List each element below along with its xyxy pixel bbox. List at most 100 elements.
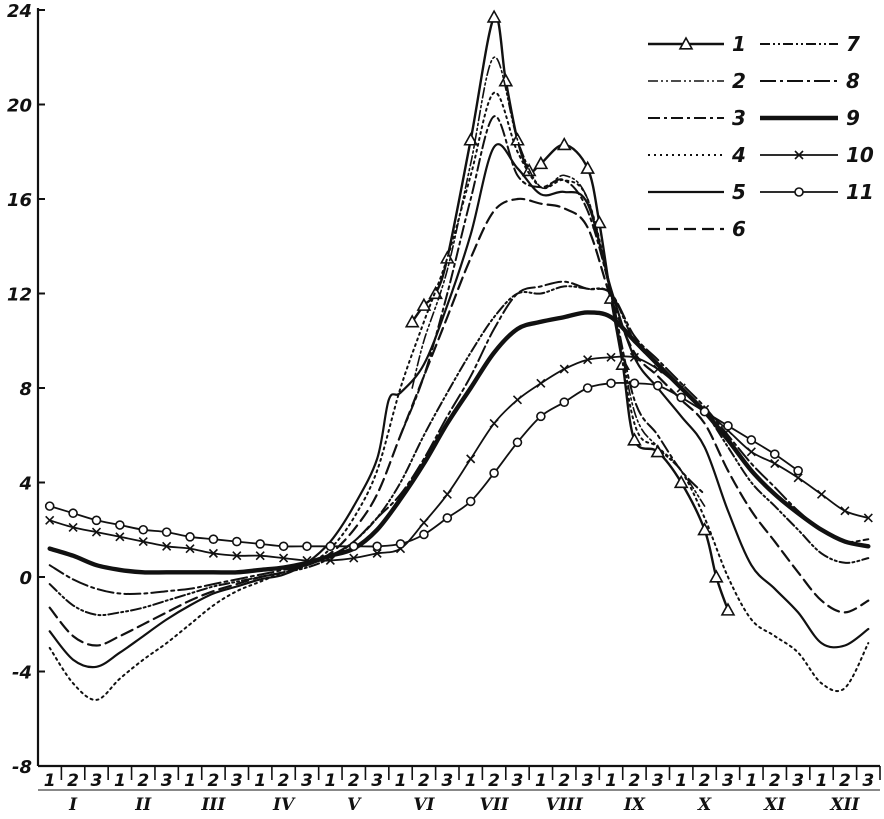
series-layer [44,9,873,701]
x-decade-label: 1 [114,771,126,791]
series-11-point [255,539,265,549]
x-decade-label: 1 [395,771,407,791]
series-10-point [325,555,335,566]
series-1-point [486,9,502,23]
cross-stroke [536,378,546,388]
legend-3-label: 3 [732,106,746,130]
series-1-point [627,432,642,446]
series-10-point [349,553,359,563]
x-decade-label: 3 [161,771,173,791]
series-4-line [48,91,870,701]
y-tick-label: 0 [19,568,32,589]
x-decade-label: 2 [278,771,290,791]
series-11-point [115,520,125,530]
series-10-point [232,551,242,561]
series-10-point [559,364,569,374]
series-1-point [404,314,420,328]
month-label: VIII [546,795,584,815]
series-11-point [348,541,359,552]
series-1-point [720,602,736,616]
series-11-point [325,541,336,552]
series-10-point [442,489,452,499]
legend-10-label: 10 [846,143,874,167]
cross-stroke [162,541,172,551]
series-11-point [746,435,757,445]
x-decade-label: 2 [558,771,570,791]
series-6-line [48,197,870,647]
series-11-point [582,383,593,393]
cross-stroke [68,522,78,532]
cross-stroke [466,454,476,464]
series-9-line [47,310,871,575]
cross-stroke [629,352,639,362]
series-10-line [48,355,870,562]
x-decade-label: 3 [231,771,243,791]
x-decade-label: 3 [371,771,383,791]
x-decade-label: 3 [582,771,594,791]
month-label: I [68,795,78,815]
series-10-point [302,555,312,566]
x-decade-label: 3 [301,771,313,791]
series-11-point [676,392,686,403]
series-11-point [302,541,312,552]
cross-stroke [349,553,359,563]
series-1-point [416,297,432,311]
series-10-point [255,551,265,561]
y-tick-label: 24 [7,1,32,22]
y-tick-label: 12 [7,285,32,306]
cross-stroke [653,364,663,374]
month-label: III [200,795,226,815]
legend-9-label: 9 [846,106,860,130]
cross-stroke [770,459,780,469]
series-11-point [489,468,499,478]
series-10-point [185,544,195,554]
y-tick-label: -8 [12,757,32,778]
series-11-point [44,501,55,511]
series-10-point [68,522,78,532]
cross-stroke [793,473,803,483]
series-3-line [399,115,706,496]
x-decade-label: 1 [324,771,336,791]
series-1-point [463,132,479,146]
x-decade-label: 3 [652,771,664,791]
cross-stroke [45,515,55,525]
series-10-point [606,352,616,362]
cross-stroke [115,532,125,542]
series-11-point [723,420,733,431]
series-10-point [162,541,172,551]
series-1-point [708,569,724,583]
x-decade-label: 2 [488,771,500,791]
cross-stroke [138,536,148,547]
series-8-line [48,280,870,595]
y-tick-label: 16 [7,190,32,211]
month-label: VI [413,795,435,815]
series-10-point [91,527,102,537]
series-11-point [185,532,195,542]
legend-11-marker [794,187,804,197]
cross-stroke [676,383,686,393]
x-decade-label: 2 [628,771,640,791]
cross-stroke [372,548,382,558]
series-10-point [676,383,686,393]
x-decade-label: 2 [67,771,79,791]
series-10-point [489,418,499,429]
y-tick-label: 8 [19,379,32,400]
x-decade-label: 2 [839,771,851,791]
x-decade-label: 3 [862,771,874,791]
series-7-line [48,285,870,617]
series-10-point [115,532,125,542]
x-decade-label: 3 [722,771,734,791]
x-decade-label: 3 [792,771,804,791]
x-decade-label: 1 [254,771,266,791]
month-label: IV [272,795,296,815]
series-11-point [769,449,780,459]
series-1-line [411,14,730,612]
series-11-point [395,539,406,549]
series-11-point [208,534,219,545]
y-tick-label: -4 [12,663,32,684]
cross-stroke [840,506,850,516]
series-1-point [580,160,595,174]
series-1-point [533,155,549,170]
series-11-point [419,529,429,540]
